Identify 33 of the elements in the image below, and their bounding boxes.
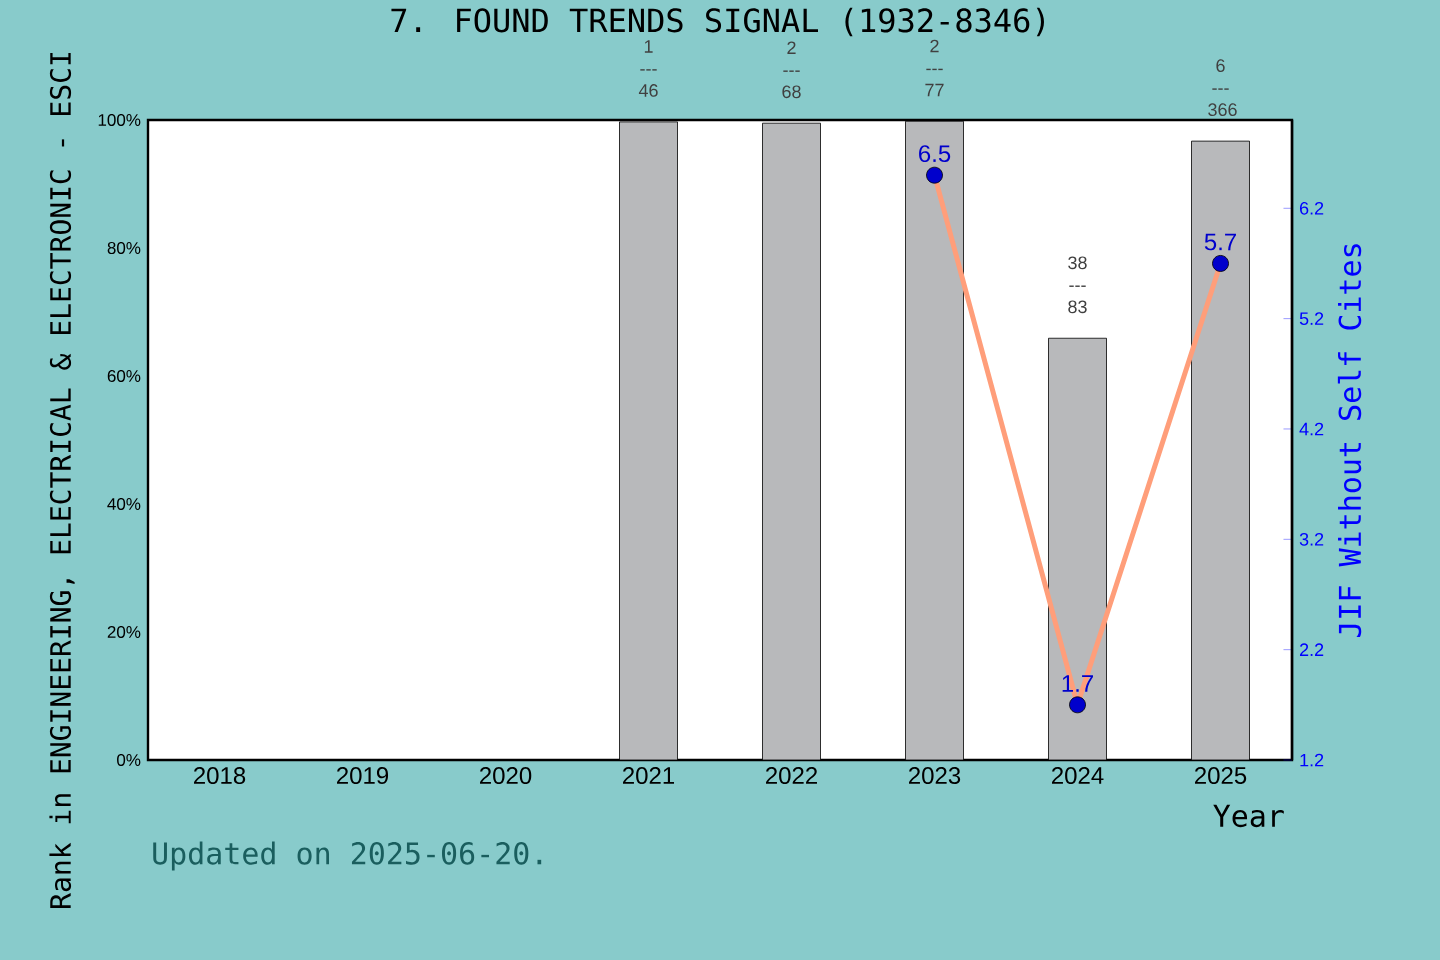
y2-tick-label: 6.2 xyxy=(1299,201,1324,215)
y2-tick-label: 3.2 xyxy=(1299,532,1324,546)
x-axis-title: Year xyxy=(1213,804,1284,828)
x-tick-label: 2018 xyxy=(194,767,246,785)
x-tick-label: 2019 xyxy=(337,767,389,785)
x-tick-label: 2023 xyxy=(909,767,961,785)
y2-tick-label: 5.2 xyxy=(1299,312,1324,326)
y-tick-label: 80% xyxy=(107,241,141,255)
y2-axis-title: JIF Without Self Cites xyxy=(1337,244,1362,638)
annotation: 1 --- 46 xyxy=(638,40,658,97)
x-tick-label: 2025 xyxy=(1195,767,1247,785)
x-tick-label: 2020 xyxy=(480,767,532,785)
y2-tick-label: 2.2 xyxy=(1299,643,1324,656)
x-tick-label: 2021 xyxy=(623,767,675,785)
y-axis-title: Rank in ENGINEERING, ELECTRICAL & ELECTRONIC - ESCI xyxy=(49,52,75,908)
y-tick-label: 60% xyxy=(107,369,141,382)
annotation: 2 --- 77 xyxy=(925,39,944,97)
annotation: 38 --- 83 xyxy=(1068,256,1087,314)
x-tick-label: 2024 xyxy=(1052,767,1104,785)
annotation: 6 --- 366 xyxy=(1208,59,1237,117)
y2-tick-label: 1.2 xyxy=(1300,753,1324,767)
text: Updated on 2025-06-20. xyxy=(153,841,542,871)
y-tick-label: 100% xyxy=(98,113,141,126)
y2-tick-label: 4.2 xyxy=(1299,422,1324,436)
annotation: 2 --- 68 xyxy=(782,41,801,99)
x-tick-label: 2022 xyxy=(766,767,817,785)
y-tick-label: 40% xyxy=(107,497,141,511)
y-tick-label: 0% xyxy=(117,753,141,767)
data-label: 1.7 xyxy=(1062,675,1093,692)
data-label: 5.7 xyxy=(1204,233,1236,251)
chart-title: 7. FOUND TRENDS SIGNAL (1932-8346) xyxy=(391,7,1044,37)
data-label: 6.5 xyxy=(919,145,951,163)
y-tick-label: 20% xyxy=(107,625,141,639)
